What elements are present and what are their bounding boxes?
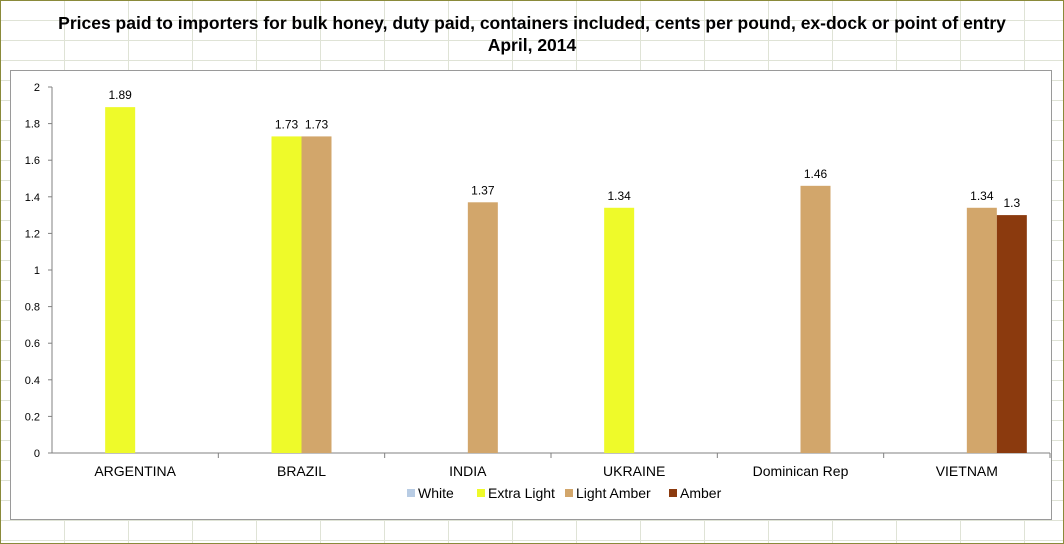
legend-swatch bbox=[477, 489, 485, 497]
chart-title-line-1: Prices paid to importers for bulk honey,… bbox=[58, 13, 1006, 33]
y-tick-label: 0.6 bbox=[25, 338, 40, 350]
data-label: 1.3 bbox=[1003, 196, 1020, 210]
category-label: Dominican Rep bbox=[753, 463, 849, 479]
legend-label: Light Amber bbox=[576, 485, 651, 501]
y-tick-label: 0.4 bbox=[25, 375, 40, 387]
bar bbox=[996, 215, 1027, 453]
category-label: BRAZIL bbox=[277, 463, 326, 479]
legend-swatch bbox=[565, 489, 573, 497]
y-tick-label: 1.8 bbox=[25, 119, 40, 131]
legend-label: Amber bbox=[680, 485, 722, 501]
chart-title: Prices paid to importers for bulk honey,… bbox=[0, 12, 1064, 56]
bar bbox=[105, 107, 136, 453]
category-label: VIETNAM bbox=[936, 463, 998, 479]
y-tick-label: 1.6 bbox=[25, 155, 40, 167]
y-tick-label: 1.4 bbox=[25, 192, 40, 204]
category-label: INDIA bbox=[449, 463, 487, 479]
legend-label: Extra Light bbox=[488, 485, 555, 501]
data-label: 1.73 bbox=[305, 117, 329, 131]
bar bbox=[301, 136, 332, 453]
legend-swatch bbox=[669, 489, 677, 497]
legend-label: White bbox=[418, 485, 454, 501]
bar bbox=[467, 202, 498, 453]
bar-chart: 0 0.2 0.4 0.6 0.8 1 1.2 1.4 1.6 1.8 2 ARGENTINA 1.89… bbox=[25, 82, 1051, 501]
y-tick-label: 0.2 bbox=[25, 411, 40, 423]
y-tick-label: 0.8 bbox=[25, 302, 40, 314]
chart-area: 0 0.2 0.4 0.6 0.8 1 1.2 1.4 1.6 1.8 2 ARGENTINA 1.89… bbox=[10, 70, 1052, 520]
category-label: UKRAINE bbox=[603, 463, 665, 479]
bar bbox=[271, 136, 302, 453]
data-label: 1.89 bbox=[108, 88, 132, 102]
y-tick-label: 0 bbox=[34, 448, 40, 460]
data-label: 1.34 bbox=[970, 189, 994, 203]
bar bbox=[966, 207, 997, 453]
y-tick-label: 1 bbox=[34, 265, 40, 277]
category-label: ARGENTINA bbox=[94, 463, 176, 479]
legend-swatch bbox=[407, 489, 415, 497]
data-label: 1.37 bbox=[471, 183, 495, 197]
y-tick-label: 1.2 bbox=[25, 228, 40, 240]
data-label: 1.34 bbox=[607, 189, 631, 203]
bar bbox=[604, 207, 635, 453]
chart-title-line-2: April, 2014 bbox=[487, 35, 577, 55]
data-label: 1.73 bbox=[275, 117, 299, 131]
data-label: 1.46 bbox=[804, 167, 828, 181]
y-tick-label: 2 bbox=[34, 82, 40, 94]
bar bbox=[800, 185, 831, 453]
